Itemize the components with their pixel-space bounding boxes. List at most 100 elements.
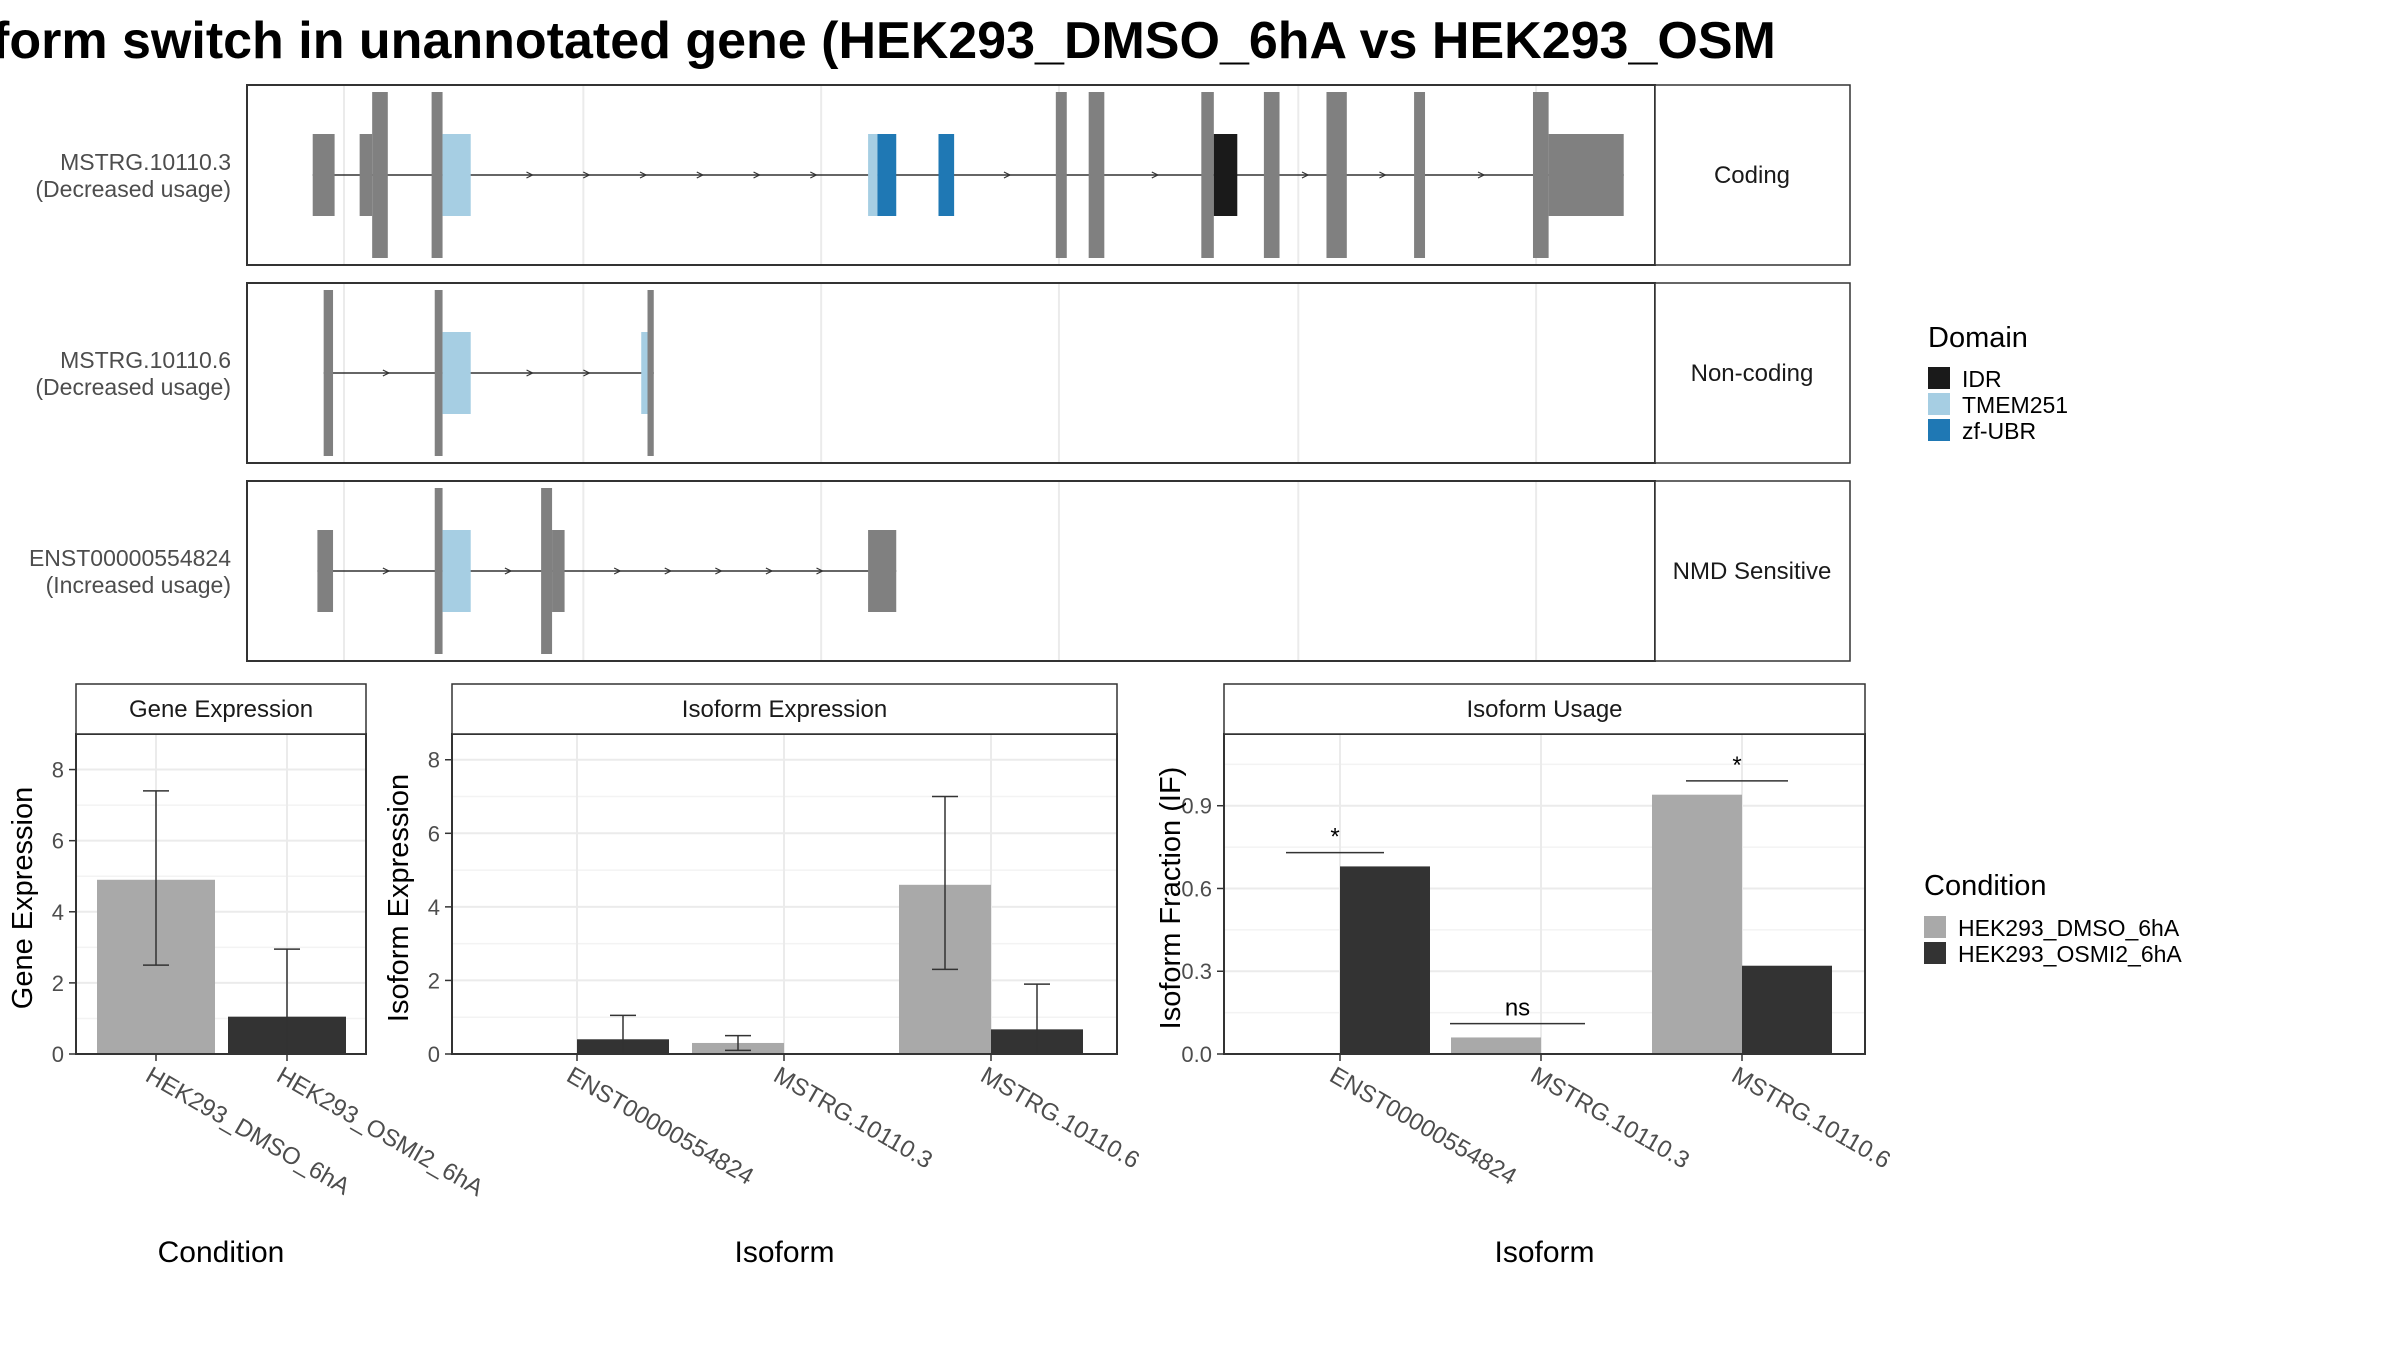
transcript-track: Non-coding MSTRG.10110.6(Decreased usage) <box>35 282 1851 464</box>
utr-exon <box>868 530 897 612</box>
intron-arrow <box>1379 171 1387 179</box>
y-tick-label: 8 <box>52 758 64 783</box>
cds-exon <box>1263 92 1280 258</box>
utr-exon <box>552 530 565 612</box>
figure-title: form switch in unannotated gene (HEK293_… <box>0 12 1776 70</box>
domain-legend-key <box>1928 367 1950 389</box>
y-tick-label: 6 <box>428 821 440 846</box>
condition-legend-label: HEK293_OSMI2_6hA <box>1958 941 2182 967</box>
panel-strip-label: Gene Expression <box>129 696 313 723</box>
intron-arrow <box>753 171 761 179</box>
bar <box>1742 965 1832 1054</box>
domain-exon <box>442 530 471 612</box>
y-axis-title: Isoform Expression <box>383 774 415 1022</box>
intron-arrow <box>382 369 391 377</box>
condition-legend-label: HEK293_DMSO_6hA <box>1958 915 2180 941</box>
condition-legend-key <box>1924 942 1946 964</box>
x-tick-label: MSTRG.10110.6 <box>1727 1062 1895 1175</box>
track-category-strip <box>1654 480 1851 662</box>
bar-chart-panel: 0.0 0.3 0.6 0.9 * ns * Isoform Usage ENST0000055… <box>1155 683 1895 1269</box>
panel-strip-label: Isoform Usage <box>1466 696 1622 723</box>
y-axis-title: Gene Expression <box>7 787 39 1009</box>
intron-arrow <box>1477 171 1486 179</box>
domain-legend-title: Domain <box>1928 322 2028 354</box>
track-category-label: Non-coding <box>1691 360 1814 387</box>
intron-arrow <box>765 567 774 575</box>
domain-legend-key <box>1928 419 1950 441</box>
domain-exon <box>442 332 471 414</box>
transcript-usage: (Decreased usage) <box>35 176 231 202</box>
panel-strip <box>75 683 367 735</box>
panel-strip <box>1223 683 1866 735</box>
panel-strip <box>451 683 1118 735</box>
y-tick-label: 0 <box>52 1042 64 1067</box>
track-category-strip <box>1654 282 1851 464</box>
y-tick-label: 4 <box>52 900 64 925</box>
intron-arrow <box>526 171 534 179</box>
domain-legend-label: IDR <box>1962 366 2002 392</box>
bar <box>1652 794 1742 1054</box>
x-tick-label: HEK293_OSMI2_6hA <box>272 1062 488 1202</box>
transcript-usage: (Increased usage) <box>46 572 231 598</box>
transcript-name: MSTRG.10110.6 <box>60 347 231 373</box>
track-category-label: Coding <box>1714 162 1790 189</box>
intron-arrow <box>583 369 591 377</box>
x-tick-label: MSTRG.10110.3 <box>1526 1062 1694 1175</box>
domain-exon <box>442 134 471 216</box>
intron-arrow <box>504 567 513 575</box>
track-category-strip <box>1654 84 1851 266</box>
cds-exon <box>1414 92 1426 258</box>
utr-exon <box>312 134 335 216</box>
intron-arrow <box>613 567 622 575</box>
intron-arrow <box>1301 171 1310 179</box>
utr-exon <box>317 530 334 612</box>
cds-exon <box>1532 92 1549 258</box>
cds-exon <box>1326 92 1347 258</box>
intron-arrow <box>816 567 824 575</box>
condition-legend-key <box>1924 916 1946 938</box>
significance-label: ns <box>1505 995 1530 1022</box>
y-tick-label: 0.3 <box>1181 959 1212 984</box>
cds-exon <box>541 488 553 654</box>
y-tick-label: 2 <box>428 968 440 993</box>
transcript-track: NMD Sensitive ENST00000554824(Increased u… <box>29 480 1851 662</box>
intron-arrow <box>526 369 534 377</box>
cds-exon <box>372 92 388 258</box>
y-tick-label: 0.6 <box>1181 876 1212 901</box>
significance-label: * <box>1732 752 1741 779</box>
panel-strip-label: Isoform Expression <box>682 696 887 723</box>
utr-exon <box>359 134 373 216</box>
cds-exon <box>323 290 334 456</box>
intron-arrow <box>810 171 818 179</box>
transcript-name: ENST00000554824 <box>29 545 231 571</box>
y-tick-label: 8 <box>428 748 440 773</box>
y-tick-label: 0 <box>428 1042 440 1067</box>
transcript-track: Coding MSTRG.10110.3(Decreased usage) <box>35 84 1851 266</box>
intron-arrow <box>1003 171 1012 179</box>
domain-legend-label: TMEM251 <box>1962 392 2068 418</box>
domain-exon <box>641 332 648 414</box>
transcript-usage: (Decreased usage) <box>35 374 231 400</box>
x-tick-label: MSTRG.10110.6 <box>976 1062 1144 1175</box>
x-axis-title: Isoform <box>1494 1236 1594 1269</box>
x-tick-label: MSTRG.10110.3 <box>769 1062 937 1175</box>
cds-exon <box>1088 92 1105 258</box>
domain-exon <box>877 134 897 216</box>
y-axis-title: Isoform Fraction (IF) <box>1155 767 1187 1030</box>
x-tick-label: ENST00000554824 <box>562 1062 758 1191</box>
domain-exon <box>938 134 955 216</box>
bar <box>1340 866 1430 1054</box>
intron-arrow <box>715 567 723 575</box>
y-tick-label: 0.0 <box>1181 1042 1212 1067</box>
domain-legend-key <box>1928 393 1950 415</box>
intron-arrow <box>639 171 648 179</box>
intron-arrow <box>664 567 673 575</box>
y-tick-label: 2 <box>52 971 64 996</box>
intron-arrow <box>382 567 391 575</box>
domain-legend-label: zf-UBR <box>1962 418 2036 444</box>
utr-exon <box>1548 134 1624 216</box>
